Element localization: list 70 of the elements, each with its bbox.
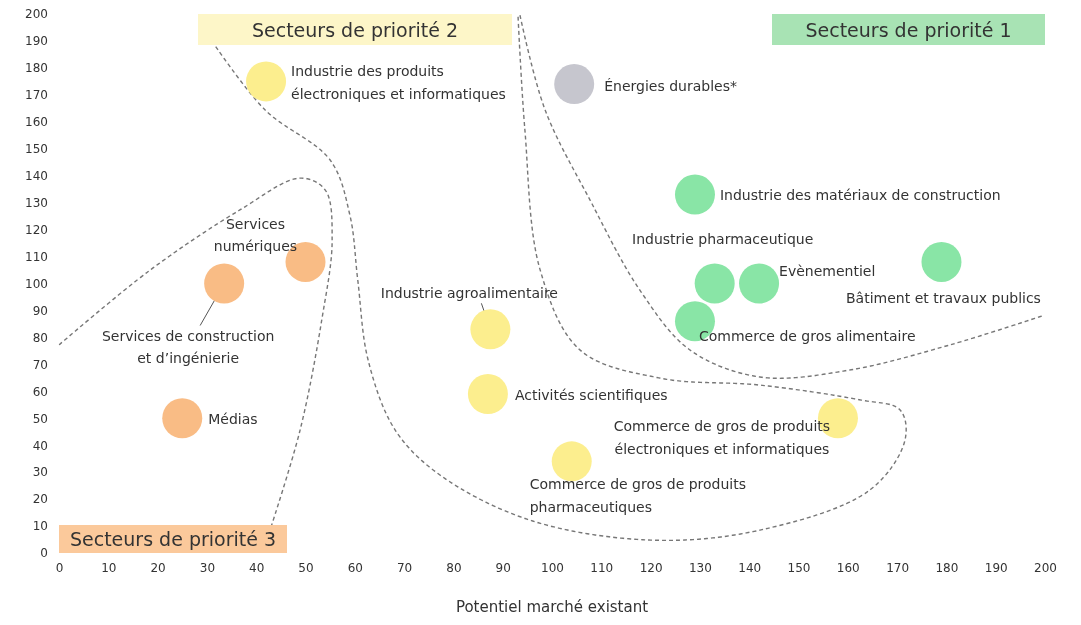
y-tick-label: 200 xyxy=(25,7,48,22)
annotation: Services numériques xyxy=(213,215,298,255)
x-tick-label: 170 xyxy=(886,561,910,575)
annotation: Énergies durables* xyxy=(604,78,737,95)
y-tick-label: 60 xyxy=(32,384,48,399)
y-tick-label: 70 xyxy=(32,357,48,372)
y-tick-label: 90 xyxy=(32,303,48,318)
x-tick-label: 140 xyxy=(738,561,762,575)
y-tick-label: 160 xyxy=(25,115,48,130)
y-tick-label: 140 xyxy=(25,169,48,184)
y-tick-label: 150 xyxy=(25,142,48,157)
x-tick-label: 190 xyxy=(984,561,1008,575)
x-tick-label: 180 xyxy=(935,561,959,575)
x-tick-label: 10 xyxy=(101,561,117,575)
annotation: Bâtiment et travaux publics xyxy=(846,289,1041,306)
annotation: Activités scientifiques xyxy=(514,386,668,403)
y-tick-label: 100 xyxy=(25,276,48,291)
y-tick-label: 120 xyxy=(25,222,48,237)
annotation: Médias xyxy=(208,411,258,428)
y-tick-label: 0 xyxy=(40,546,48,561)
annotation: Commerce de gros de produits électroniques et informatiques xyxy=(613,418,831,457)
point xyxy=(554,64,595,105)
y-tick-label: 170 xyxy=(25,88,48,103)
y-tick-label: 30 xyxy=(32,465,48,480)
x-tick-label: 130 xyxy=(688,561,712,575)
annotation: Industrie des matériaux de construction xyxy=(719,186,1001,203)
x-tick-label: 100 xyxy=(541,561,564,575)
x-axis-title: Potentiel marché existant xyxy=(455,598,649,616)
x-tick-label: 40 xyxy=(249,561,265,575)
x-tick-label: 20 xyxy=(150,561,166,575)
x-tick-label: 160 xyxy=(836,561,860,575)
annotation: Commerce de gros alimentaire xyxy=(698,328,916,345)
x-tick-label: 90 xyxy=(495,561,511,575)
y-tick-label: 80 xyxy=(32,330,48,345)
annotation: Commerce de gros de produits pharmaceutiques xyxy=(529,476,747,515)
y-tick-label: 10 xyxy=(32,519,48,534)
y-tick-label: 50 xyxy=(32,411,48,426)
y-tick-label: 40 xyxy=(32,438,48,453)
point xyxy=(739,263,780,304)
x-tick-label: 80 xyxy=(446,561,462,575)
point xyxy=(921,241,962,282)
annotation: Secteurs de priorité 2 xyxy=(251,18,459,41)
point xyxy=(162,398,203,439)
point xyxy=(467,374,508,414)
y-tick-label: 180 xyxy=(25,61,48,76)
annotation: Services de construction et d’ingénierie xyxy=(101,327,275,366)
y-tick-label: 110 xyxy=(25,249,48,264)
point xyxy=(204,263,245,304)
x-tick-label: 30 xyxy=(199,561,216,575)
annotation: Industrie agroalimentaire xyxy=(380,285,558,302)
x-tick-label: 110 xyxy=(590,561,614,575)
x-tick-label: 200 xyxy=(1034,561,1057,575)
x-tick-label: 50 xyxy=(298,561,314,575)
point xyxy=(674,174,715,215)
annotation: Secteurs de priorité 3 xyxy=(69,528,277,550)
x-tick-label: 120 xyxy=(639,561,663,575)
point xyxy=(694,263,735,304)
y-tick-label: 130 xyxy=(25,195,48,210)
annotation: Industrie des produits électroniques et informatiques xyxy=(291,63,506,102)
y-tick-label: 190 xyxy=(25,34,48,49)
annotation: Secteurs de priorité 1 xyxy=(805,18,1012,41)
annotation: Evènementiel xyxy=(779,262,876,279)
x-tick-label: 150 xyxy=(787,561,811,575)
y-tick-label: 20 xyxy=(32,492,48,507)
point xyxy=(246,61,287,102)
x-tick-label: 70 xyxy=(396,561,413,575)
x-tick-label: 60 xyxy=(347,561,363,575)
x-tick-label: 0 xyxy=(55,561,64,575)
point xyxy=(470,309,511,350)
annotation: Industrie pharmaceutique xyxy=(632,230,814,247)
